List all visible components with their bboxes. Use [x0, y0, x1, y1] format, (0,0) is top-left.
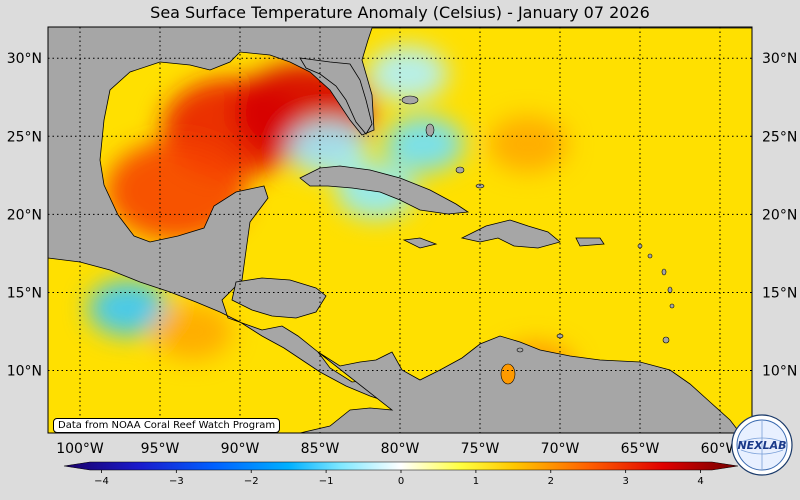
colorbar-tick-label: −1	[319, 476, 334, 487]
map-frame	[47, 26, 753, 434]
lake-maracaibo	[500, 363, 516, 385]
map-title: Sea Surface Temperature Anomaly (Celsius…	[150, 3, 650, 22]
lat-tick-label-left: 15°N	[7, 285, 42, 301]
lat-tick-label-left: 30°N	[7, 51, 42, 67]
land-jamaica	[402, 237, 438, 249]
colorbar-ticks: −4 −3 −2 −1 0 1 2 3 4	[94, 470, 704, 487]
colorbar-tick-label: −4	[94, 476, 109, 487]
lat-tick-label-right: 20°N	[762, 207, 797, 223]
lat-tick-label-right: 25°N	[762, 129, 797, 145]
anomaly-atlantic-warm	[488, 116, 568, 173]
land-hispaniola	[460, 219, 561, 249]
lon-tick-label: 90°W	[221, 441, 260, 457]
longitude-labels: 100°W 95°W 90°W 85°W 80°W 75°W 70°W 65°W 60°W	[56, 441, 739, 457]
map-plot-area	[48, 27, 752, 433]
graticule	[48, 27, 752, 433]
anomaly-pacific-warm	[152, 303, 232, 360]
land-florida	[299, 57, 373, 135]
anomaly-bahamas-cool	[384, 116, 464, 173]
data-credit: Data from NOAA Coral Reef Watch Program	[53, 418, 281, 433]
logo-wordmark: NEXLAB	[737, 439, 786, 452]
colorbar-tick-label: 1	[473, 476, 479, 487]
colorbar-tick-label: 3	[622, 476, 628, 487]
lon-tick-label: 85°W	[301, 441, 340, 457]
lon-tick-label: 60°W	[701, 441, 740, 457]
land-cuba	[299, 165, 470, 215]
land-masses	[48, 27, 752, 433]
anomaly-pacific-cool	[88, 280, 168, 337]
lon-tick-label: 65°W	[621, 441, 660, 457]
lon-tick-label: 80°W	[381, 441, 420, 457]
nexlab-logo: NEXLAB	[731, 414, 793, 476]
lon-tick-label: 100°W	[56, 441, 104, 457]
lon-tick-label: 95°W	[141, 441, 180, 457]
anomaly-florida-east-cool	[368, 45, 448, 102]
colorbar-tick-label: 4	[697, 476, 703, 487]
small-islands	[401, 95, 675, 353]
land-honduras	[231, 277, 327, 319]
lat-tick-label-left: 25°N	[7, 129, 42, 145]
colorbar: −4 −3 −2 −1 0 1 2 3 4	[63, 461, 739, 487]
colorbar-tick-label: −3	[169, 476, 184, 487]
lat-tick-label-left: 20°N	[7, 207, 42, 223]
lat-tick-label-right: 15°N	[762, 285, 797, 301]
lon-tick-label: 75°W	[461, 441, 500, 457]
colorbar-tick-label: −2	[244, 476, 259, 487]
colorbar-tick-label: 0	[398, 476, 404, 487]
colorbar-bar	[63, 461, 739, 471]
land-south-america	[48, 335, 741, 433]
lat-tick-label-right: 10°N	[762, 364, 797, 380]
lon-tick-label: 70°W	[541, 441, 580, 457]
anomaly-yucatan-channel-cool	[288, 120, 368, 177]
lat-tick-label-left: 10°N	[7, 364, 42, 380]
latitude-labels: 30°N 30°N 25°N 25°N 20°N 20°N 15°N 15°N 10°N 10°N	[7, 51, 798, 379]
colorbar-tick-label: 2	[548, 476, 554, 487]
lat-tick-label-right: 30°N	[762, 51, 797, 67]
land-puerto-rico	[575, 237, 605, 247]
